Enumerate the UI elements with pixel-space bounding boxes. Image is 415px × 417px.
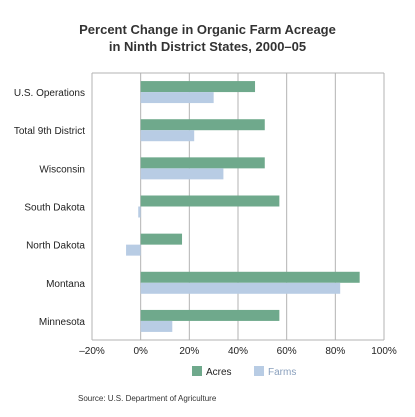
x-tick-label: 100% <box>371 346 397 357</box>
bar-farms-north-dakota <box>126 244 141 256</box>
legend-swatch-acres <box>192 366 202 376</box>
legend-swatch-farms <box>254 366 264 376</box>
chart-title: Percent Change in Organic Farm Acreage <box>79 22 336 37</box>
bar-farms-wisconsin <box>140 168 224 180</box>
x-tick-label: 20% <box>179 346 199 357</box>
bar-farms-south-dakota <box>138 206 141 218</box>
x-tick-label: 0% <box>133 346 148 357</box>
bar-acres-u-s-operations <box>140 81 256 93</box>
category-label: Total 9th District <box>14 126 85 137</box>
source-note: Source: U.S. Department of Agriculture <box>78 394 217 403</box>
category-label: U.S. Operations <box>14 88 85 99</box>
category-label: Wisconsin <box>39 164 85 175</box>
bar-acres-north-dakota <box>140 233 183 245</box>
chart-subtitle: in Ninth District States, 2000–05 <box>108 39 307 54</box>
bar-farms-montana <box>140 282 341 294</box>
bar-acres-wisconsin <box>140 157 265 169</box>
legend-label-farms: Farms <box>268 367 296 378</box>
x-tick-label: 60% <box>277 346 297 357</box>
x-tick-label: –20% <box>79 346 105 357</box>
bar-acres-south-dakota <box>140 195 280 207</box>
legend-label-acres: Acres <box>206 367 232 378</box>
category-label: Montana <box>46 279 85 290</box>
x-tick-label: 40% <box>228 346 248 357</box>
bar-acres-minnesota <box>140 309 280 321</box>
bar-acres-montana <box>140 271 360 283</box>
bar-farms-u-s-operations <box>140 92 214 104</box>
category-label: North Dakota <box>26 241 85 252</box>
bar-acres-total-9th-district <box>140 119 265 131</box>
bar-farms-minnesota <box>140 320 173 332</box>
category-label: South Dakota <box>24 203 85 214</box>
x-tick-label: 80% <box>325 346 345 357</box>
bar-farms-total-9th-district <box>140 130 195 142</box>
category-label: Minnesota <box>39 317 86 328</box>
